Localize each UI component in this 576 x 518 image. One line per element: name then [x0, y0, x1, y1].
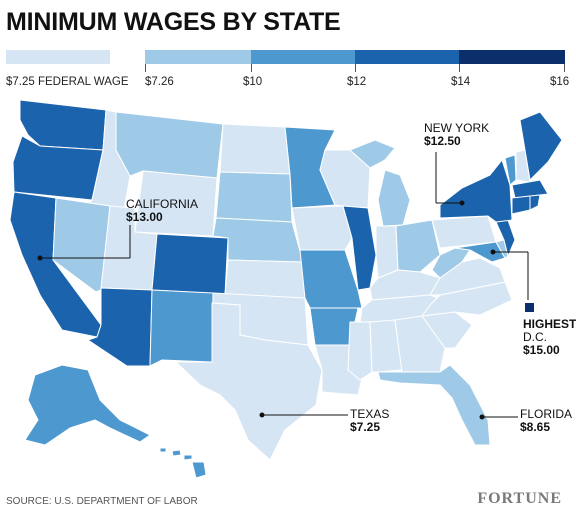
state-montana: [115, 111, 224, 179]
state-new-mexico: [149, 289, 214, 367]
state-michigan-lower: [377, 169, 411, 227]
legend-tick: [355, 64, 356, 72]
legend-label-federal: $7.25 FEDERAL WAGE: [6, 76, 129, 88]
legend-tick: [564, 64, 565, 72]
callout-texas: TEXAS $7.25: [350, 408, 389, 434]
chart-title: MINIMUM WAGES BY STATE: [6, 8, 341, 36]
state-new-york: [439, 159, 513, 223]
state-iowa: [291, 205, 353, 251]
brand-logo: FORTUNE: [477, 490, 562, 507]
callout-california-name: CALIFORNIA: [126, 197, 199, 211]
dot-california: [37, 255, 43, 261]
legend-label-tick: $10: [243, 76, 263, 88]
legend-label-tick: $12: [347, 76, 367, 88]
callout-highest: HIGHEST: D.C. $15.00: [523, 318, 576, 357]
callout-highest-name: D.C.: [523, 330, 547, 344]
callout-new-york-value: $12.50: [424, 134, 461, 148]
callout-florida-name: FLORIDA: [520, 407, 573, 421]
dot-dc: [490, 249, 496, 255]
callout-california-value: $13.00: [126, 210, 163, 224]
legend-label-tick: $16: [550, 76, 570, 88]
callout-texas-name: TEXAS: [350, 407, 390, 421]
dot-new-york: [459, 200, 465, 206]
state-north-carolina: [421, 281, 513, 317]
callout-texas-value: $7.25: [350, 420, 381, 434]
state-massachusetts: [511, 179, 549, 199]
dot-texas: [259, 412, 265, 418]
callout-new-york: NEW YORK $12.50: [424, 122, 489, 148]
legend-label-tick: $14: [451, 76, 471, 88]
dc-marker: [525, 303, 534, 312]
legend-tick: [459, 64, 460, 72]
state-north-dakota: [219, 123, 291, 175]
state-mississippi: [347, 321, 373, 381]
state-maryland: [454, 241, 506, 263]
state-maine: [519, 111, 563, 181]
legend-label-tick: $7.26: [145, 76, 174, 88]
source-note: SOURCE: U.S. DEPARTMENT OF LABOR: [6, 496, 198, 507]
callout-new-york-name: NEW YORK: [424, 121, 490, 135]
state-kansas: [224, 259, 306, 299]
legend-swatch-12-to-14: [355, 50, 459, 64]
state-connecticut: [511, 195, 531, 215]
legend-swatch-federal: [6, 50, 110, 64]
state-georgia: [394, 315, 446, 373]
state-nevada: [52, 197, 111, 293]
state-michigan-upper: [349, 139, 396, 169]
dot-florida: [479, 414, 485, 420]
state-indiana: [375, 225, 399, 279]
callout-florida: FLORIDA $8.65: [520, 408, 572, 434]
callout-california: CALIFORNIA $13.00: [126, 198, 198, 224]
state-ohio: [395, 219, 441, 273]
state-hawaii: [159, 447, 207, 479]
callout-highest-label: HIGHEST:: [523, 317, 576, 331]
state-rhode-island: [529, 194, 541, 211]
state-south-dakota: [215, 171, 293, 223]
legend-tick: [251, 64, 252, 72]
callout-florida-value: $8.65: [520, 420, 551, 434]
legend-swatch-10-to-12: [251, 50, 355, 64]
callout-highest-value: $15.00: [523, 343, 560, 357]
state-texas: [175, 302, 323, 461]
state-florida: [377, 364, 491, 446]
legend-swatch-14-to-16: [459, 50, 565, 64]
state-missouri: [299, 249, 363, 309]
state-alaska: [24, 364, 151, 446]
legend-tick: [145, 64, 146, 72]
legend-swatch-7-26-to-10: [145, 50, 251, 64]
state-alabama: [369, 319, 403, 373]
state-colorado: [151, 233, 229, 295]
